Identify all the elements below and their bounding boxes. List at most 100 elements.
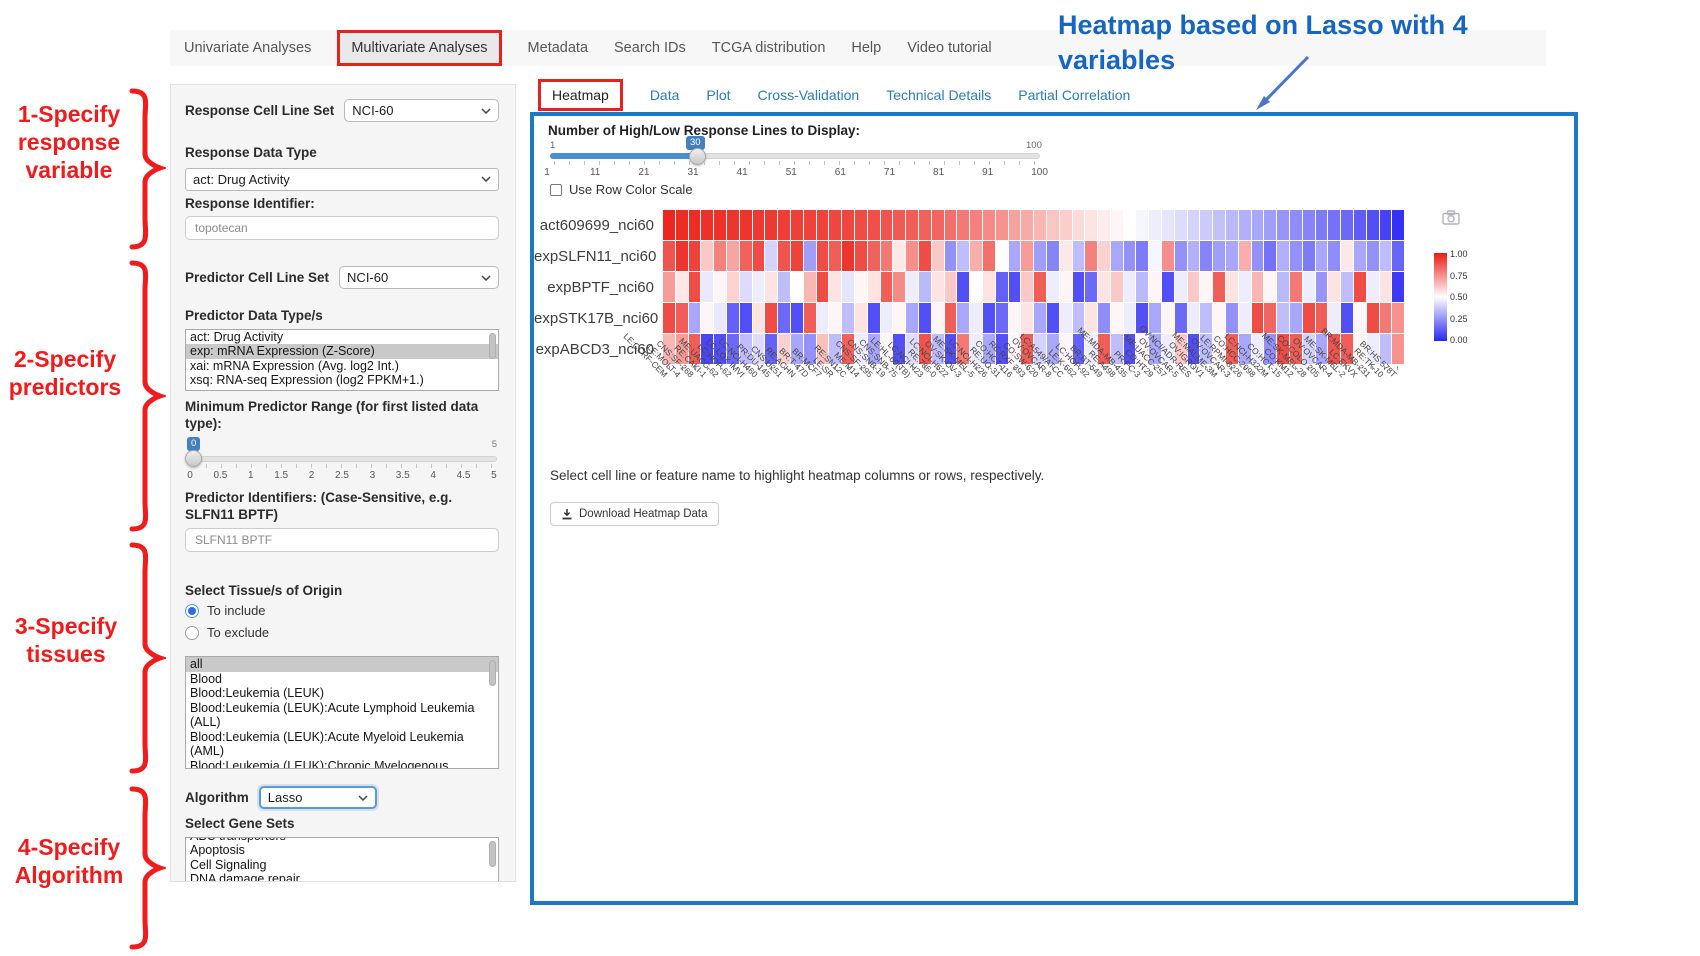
heatmap-cell[interactable] bbox=[995, 210, 1008, 240]
heatmap-cell[interactable] bbox=[1085, 303, 1098, 333]
heatmap-cell[interactable] bbox=[1238, 303, 1251, 333]
heatmap-cell[interactable] bbox=[1008, 210, 1021, 240]
heatmap-cell[interactable] bbox=[1366, 334, 1379, 364]
heatmap-cell[interactable] bbox=[957, 241, 970, 271]
heatmap-cell[interactable] bbox=[1341, 303, 1354, 333]
list-option[interactable]: xai: mRNA Expression (Avg. log2 Int.) bbox=[190, 358, 399, 373]
heatmap-cell[interactable] bbox=[1085, 272, 1098, 302]
heatmap-cell[interactable] bbox=[931, 241, 944, 271]
list-option[interactable]: all bbox=[186, 657, 498, 672]
heatmap-cell[interactable] bbox=[765, 241, 778, 271]
nav-item-search-ids[interactable]: Search IDs bbox=[614, 40, 686, 56]
heatmap-cell[interactable] bbox=[1251, 334, 1264, 364]
heatmap-cell[interactable] bbox=[867, 241, 880, 271]
heatmap-cell[interactable] bbox=[1021, 334, 1034, 364]
heatmap-cell[interactable] bbox=[867, 303, 880, 333]
heatmap-cell[interactable] bbox=[1110, 334, 1123, 364]
heatmap-cell[interactable] bbox=[1072, 272, 1085, 302]
heatmap-cell[interactable] bbox=[854, 241, 867, 271]
heatmap-cell[interactable] bbox=[1290, 272, 1302, 302]
heatmap-cell[interactable] bbox=[1149, 303, 1162, 333]
heatmap-cell[interactable] bbox=[906, 241, 918, 271]
scrollbar-thumb[interactable] bbox=[489, 840, 496, 867]
heatmap-cell[interactable] bbox=[970, 241, 982, 271]
heatmap-cell[interactable] bbox=[918, 210, 931, 240]
heatmap-cell[interactable] bbox=[1354, 210, 1366, 240]
heatmap-cell[interactable] bbox=[726, 303, 739, 333]
heatmap-cell[interactable] bbox=[982, 210, 995, 240]
predictor-identifiers-input[interactable] bbox=[185, 527, 499, 552]
heatmap-cell[interactable] bbox=[752, 334, 765, 364]
heatmap-cell[interactable] bbox=[970, 210, 982, 240]
heatmap-cell[interactable] bbox=[1098, 334, 1110, 364]
heatmap-cell[interactable] bbox=[1059, 241, 1072, 271]
heatmap-cell[interactable] bbox=[765, 210, 778, 240]
heatmap-cell[interactable] bbox=[829, 210, 842, 240]
heatmap-cell[interactable] bbox=[854, 210, 867, 240]
heatmap-cell[interactable] bbox=[906, 303, 918, 333]
heatmap-cell[interactable] bbox=[790, 272, 803, 302]
heatmap-cell[interactable] bbox=[944, 334, 957, 364]
heatmap-cell[interactable] bbox=[1213, 272, 1226, 302]
heatmap-cell[interactable] bbox=[714, 272, 726, 302]
heatmap-cell[interactable] bbox=[1277, 210, 1290, 240]
heatmap-cell[interactable] bbox=[1200, 272, 1213, 302]
heatmap-cell[interactable] bbox=[1226, 210, 1238, 240]
heatmap-cell[interactable] bbox=[1034, 241, 1046, 271]
heatmap-cell[interactable] bbox=[1174, 241, 1187, 271]
heatmap-cell[interactable] bbox=[765, 272, 778, 302]
heatmap-cell[interactable] bbox=[1123, 241, 1136, 271]
heatmap-cell[interactable] bbox=[1174, 334, 1187, 364]
heatmap-cell[interactable] bbox=[1379, 210, 1392, 240]
heatmap-cell[interactable] bbox=[1366, 210, 1379, 240]
heatmap-cell[interactable] bbox=[982, 241, 995, 271]
heatmap-cell[interactable] bbox=[1328, 303, 1341, 333]
heatmap-cell[interactable] bbox=[829, 334, 842, 364]
list-option[interactable]: ABC transporters bbox=[186, 838, 498, 844]
heatmap-cell[interactable] bbox=[842, 210, 854, 240]
heatmap-cell[interactable] bbox=[1110, 272, 1123, 302]
heatmap-cell[interactable] bbox=[1302, 272, 1315, 302]
list-option[interactable]: DNA damage repair bbox=[190, 872, 300, 882]
heatmap-cell[interactable] bbox=[1110, 241, 1123, 271]
heatmap-cell[interactable] bbox=[714, 210, 726, 240]
heatmap-cell[interactable] bbox=[688, 210, 701, 240]
heatmap-cell[interactable] bbox=[1213, 210, 1226, 240]
response-data-type-select[interactable]: act: Drug Activity bbox=[185, 167, 499, 191]
heatmap-cell[interactable] bbox=[906, 210, 918, 240]
heatmap-cell[interactable] bbox=[1046, 272, 1059, 302]
heatmap-cell[interactable] bbox=[1123, 210, 1136, 240]
list-option[interactable]: Blood:Leukemia (LEUK):Chronic Myelogenou… bbox=[190, 758, 449, 770]
heatmap-cell[interactable] bbox=[816, 241, 829, 271]
heatmap-cell[interactable] bbox=[1328, 272, 1341, 302]
heatmap-cell[interactable] bbox=[1354, 241, 1366, 271]
heatmap-cell[interactable] bbox=[1341, 334, 1354, 364]
heatmap-cell[interactable] bbox=[1187, 241, 1200, 271]
list-option[interactable]: act: Drug Activity bbox=[190, 329, 284, 344]
heatmap-cell[interactable] bbox=[1226, 334, 1238, 364]
heatmap-cell[interactable] bbox=[803, 303, 816, 333]
heatmap-cell[interactable] bbox=[663, 241, 675, 271]
heatmap-cell[interactable] bbox=[1085, 210, 1098, 240]
heatmap-cell[interactable] bbox=[944, 210, 957, 240]
heatmap-cell[interactable] bbox=[675, 334, 688, 364]
heatmap-cell[interactable] bbox=[1328, 334, 1341, 364]
heatmap-cell[interactable] bbox=[790, 210, 803, 240]
heatmap-cell[interactable] bbox=[1264, 210, 1277, 240]
heatmap-cell[interactable] bbox=[880, 241, 893, 271]
heatmap-cell[interactable] bbox=[880, 334, 893, 364]
heatmap-cell[interactable] bbox=[739, 334, 752, 364]
heatmap-cell[interactable] bbox=[1328, 210, 1341, 240]
heatmap-cell[interactable] bbox=[1290, 303, 1302, 333]
heatmap-cell[interactable] bbox=[1187, 303, 1200, 333]
heatmap-cell[interactable] bbox=[995, 241, 1008, 271]
heatmap-cell[interactable] bbox=[1251, 241, 1264, 271]
heatmap-cell[interactable] bbox=[778, 272, 790, 302]
heatmap-cell[interactable] bbox=[726, 241, 739, 271]
heatmap-cell[interactable] bbox=[688, 272, 701, 302]
heatmap-cell[interactable] bbox=[1021, 210, 1034, 240]
heatmap-cell[interactable] bbox=[893, 272, 906, 302]
heatmap-cell[interactable] bbox=[1200, 210, 1213, 240]
heatmap-cell[interactable] bbox=[688, 241, 701, 271]
camera-icon[interactable] bbox=[1442, 210, 1460, 225]
